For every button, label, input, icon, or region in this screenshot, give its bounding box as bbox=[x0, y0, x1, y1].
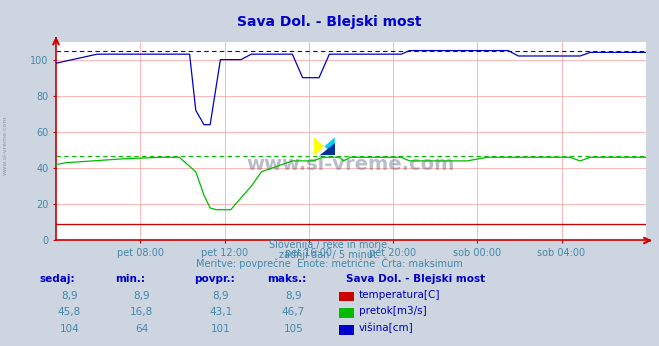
Text: sedaj:: sedaj: bbox=[40, 274, 75, 284]
Text: 64: 64 bbox=[135, 324, 148, 334]
Text: www.si-vreme.com: www.si-vreme.com bbox=[246, 155, 455, 174]
Text: zadnji dan / 5 minut.: zadnji dan / 5 minut. bbox=[279, 250, 380, 260]
Text: 8,9: 8,9 bbox=[133, 291, 150, 301]
Text: 104: 104 bbox=[59, 324, 79, 334]
Text: 101: 101 bbox=[211, 324, 231, 334]
Text: pretok[m3/s]: pretok[m3/s] bbox=[359, 306, 427, 316]
Text: temperatura[C]: temperatura[C] bbox=[359, 290, 441, 300]
Text: 8,9: 8,9 bbox=[285, 291, 302, 301]
Text: www.si-vreme.com: www.si-vreme.com bbox=[3, 116, 8, 175]
Text: 43,1: 43,1 bbox=[209, 307, 233, 317]
Text: Meritve: povprečne  Enote: metrične  Črta: maksimum: Meritve: povprečne Enote: metrične Črta:… bbox=[196, 257, 463, 269]
Text: Slovenija / reke in morje.: Slovenija / reke in morje. bbox=[269, 240, 390, 251]
Text: 8,9: 8,9 bbox=[212, 291, 229, 301]
Text: 16,8: 16,8 bbox=[130, 307, 154, 317]
Text: maks.:: maks.: bbox=[267, 274, 306, 284]
Text: Sava Dol. - Blejski most: Sava Dol. - Blejski most bbox=[346, 274, 485, 284]
Text: 46,7: 46,7 bbox=[281, 307, 305, 317]
Text: 45,8: 45,8 bbox=[57, 307, 81, 317]
Text: 8,9: 8,9 bbox=[61, 291, 78, 301]
Text: 105: 105 bbox=[283, 324, 303, 334]
Text: povpr.:: povpr.: bbox=[194, 274, 235, 284]
Text: min.:: min.: bbox=[115, 274, 146, 284]
Text: višina[cm]: višina[cm] bbox=[359, 322, 414, 333]
Text: Sava Dol. - Blejski most: Sava Dol. - Blejski most bbox=[237, 16, 422, 29]
